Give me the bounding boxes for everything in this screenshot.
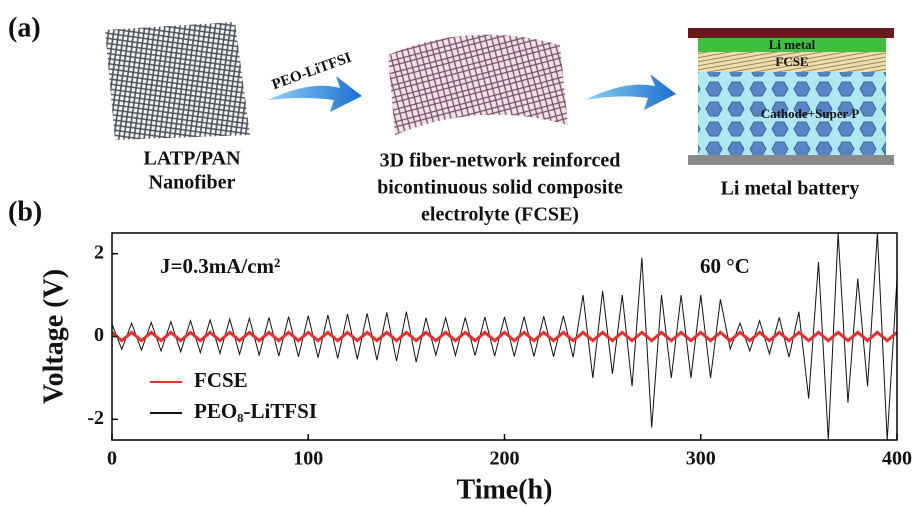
nanofiber-mesh — [105, 22, 250, 140]
x-tick-label: 400 — [882, 448, 912, 470]
x-tick-label: 100 — [293, 448, 323, 470]
annotation: J=0.3mA/cm² — [160, 254, 280, 278]
panel-label: (b) — [8, 196, 42, 227]
caption: bicontinuous solid composite — [377, 177, 623, 199]
legend-label: FCSE — [194, 368, 248, 392]
panel-label: (a) — [8, 12, 41, 43]
y-tick-label: 0 — [94, 324, 104, 346]
arrow — [585, 74, 676, 110]
x-tick-label: 300 — [686, 448, 716, 470]
series-line — [112, 332, 897, 340]
current-collector — [688, 155, 894, 165]
caption: electrolyte (FCSE) — [421, 204, 579, 226]
y-axis-label: Voltage (V) — [38, 269, 69, 404]
x-axis-label: Time(h) — [457, 474, 553, 505]
x-tick-label: 0 — [107, 448, 117, 470]
layer-label: Cathode+Super P — [761, 106, 860, 121]
y-tick-label: -2 — [87, 407, 104, 429]
figure: (a) PEO-LiTFSI Li metal FCSE Cathode+Sup… — [0, 0, 920, 506]
layer-label: Li metal — [769, 37, 816, 52]
annotation: 60 °C — [700, 254, 750, 278]
caption: 3D fiber-network reinforced — [380, 150, 621, 172]
legend-label: PEO₈-LiTFSI — [194, 399, 317, 423]
x-tick-label: 200 — [490, 448, 520, 470]
caption: Nanofiber — [149, 172, 236, 194]
y-tick-label: 2 — [94, 241, 104, 263]
caption: LATP/PAN — [143, 148, 241, 170]
caption: Li metal battery — [721, 178, 860, 200]
layer-label: FCSE — [775, 54, 808, 69]
fcse-mesh — [388, 35, 568, 135]
